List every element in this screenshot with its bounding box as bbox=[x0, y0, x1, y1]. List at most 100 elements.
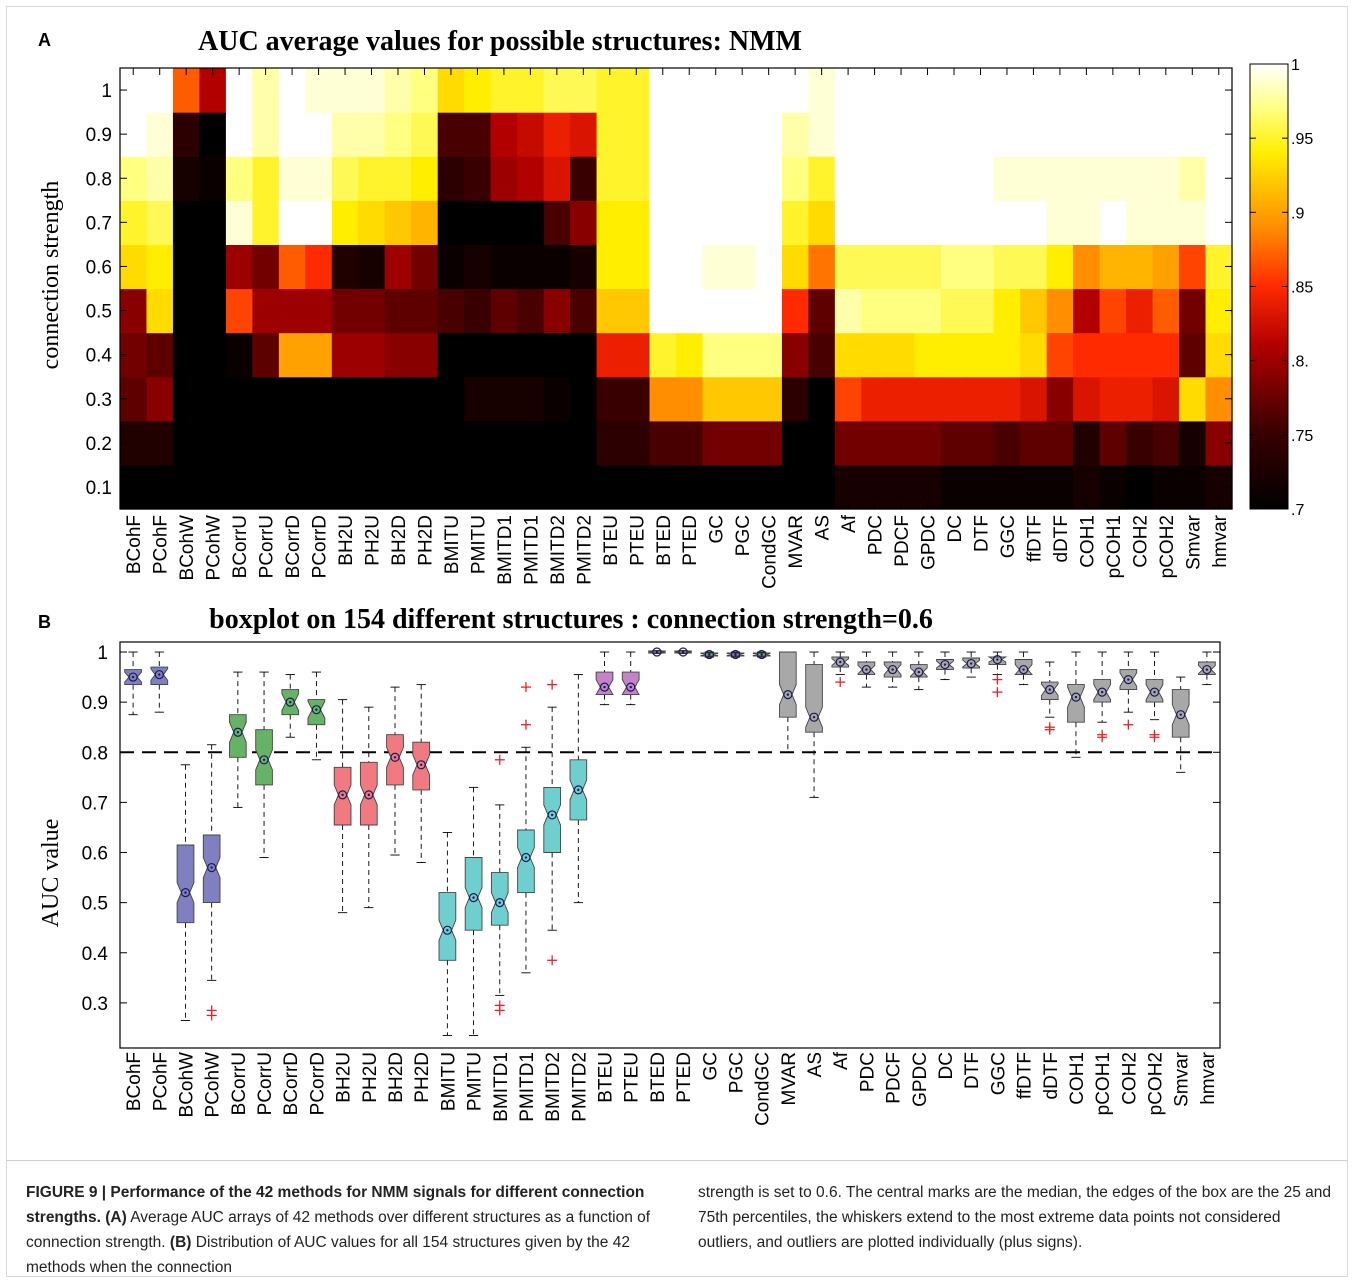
median-marker bbox=[390, 752, 400, 762]
heatmap-cell-DC-0.4 bbox=[940, 332, 968, 378]
heatmap-cell-PTEU-0.9 bbox=[623, 112, 651, 157]
median-dot bbox=[158, 673, 161, 676]
heatmap-cell-COH1-0.7 bbox=[1073, 200, 1101, 245]
boxplot-x-tick-dDTF: dDTF bbox=[1041, 1052, 1062, 1100]
heatmap-cell-PCohW-0.3 bbox=[199, 376, 227, 422]
caption-left-column: FIGURE 9 | Performance of the 42 methods… bbox=[26, 1180, 674, 1280]
heatmap-cell-Af-1 bbox=[834, 68, 862, 113]
heatmap-cell-BCohW-0.5 bbox=[172, 288, 201, 334]
box-PCorrD bbox=[307, 671, 326, 761]
heatmap-cell-ffDTF-0.8 bbox=[1020, 156, 1048, 201]
heatmap-cell-PCorrD-0.9 bbox=[305, 112, 333, 157]
heatmap-cell-GC-1 bbox=[702, 68, 730, 113]
heatmap-y-tick: 1 bbox=[101, 81, 112, 102]
heatmap-cell-pCOH2-0.4 bbox=[1152, 332, 1180, 378]
box-hmvar bbox=[1198, 651, 1216, 686]
heatmap-cell-GC-0.6 bbox=[702, 244, 730, 290]
heatmap-cell-AS-0.9 bbox=[808, 112, 836, 157]
heatmap-x-tick-PCorrU: PCorrU bbox=[257, 515, 278, 578]
colorbar-tick-label: .75 bbox=[1291, 428, 1313, 445]
heatmap-cell-AS-1 bbox=[808, 68, 836, 113]
heatmap-y-tick: 0.8 bbox=[86, 169, 112, 190]
median-dot bbox=[1022, 668, 1025, 671]
median-dot bbox=[1205, 668, 1209, 671]
heatmap-x-tick-PDCF: PDCF bbox=[892, 515, 913, 567]
heatmap-cell-PH2U-0.5 bbox=[358, 288, 386, 334]
median-dot bbox=[577, 788, 580, 792]
boxplot-y-tick: 0.9 bbox=[82, 693, 108, 714]
heatmap-cell-pCOH1-1 bbox=[1099, 68, 1127, 113]
heatmap-cell-MVAR-1 bbox=[781, 68, 809, 113]
heatmap-cell-ffDTF-0.7 bbox=[1020, 200, 1048, 245]
heatmap-cell-PMITD2-0.7 bbox=[570, 200, 598, 245]
heatmap-cell-dDTF-0.4 bbox=[1046, 332, 1074, 378]
heatmap-cell-GGC-0.5 bbox=[993, 288, 1021, 334]
heatmap-cell-BCorrD-0.4 bbox=[278, 332, 306, 378]
panel-b-ylabel: AUC value bbox=[38, 819, 64, 928]
heatmap-x-tick-pCOH2: pCOH2 bbox=[1157, 515, 1178, 578]
boxplot-y-axis: 1 0.9 0.8 0.7 0.6 0.5 0.4 0.3 bbox=[82, 643, 1220, 1015]
median-marker bbox=[888, 664, 898, 675]
heatmap-cell-PCohW-1 bbox=[199, 68, 227, 113]
heatmap-cell-AS-0.3 bbox=[808, 376, 836, 422]
heatmap-cell-PDC-0.5 bbox=[861, 288, 889, 334]
caption-figure-label: FIGURE 9 | Performance of the 42 methods… bbox=[26, 1184, 645, 1226]
heatmap-x-tick-hmvar: hmvar bbox=[1210, 514, 1231, 567]
heatmap-cell-PTED-0.2 bbox=[676, 420, 704, 466]
median-marker bbox=[468, 893, 479, 903]
heatmap-cell-GC-0.7 bbox=[702, 200, 730, 245]
heatmap-x-tick-PH2U: PH2U bbox=[363, 515, 384, 566]
heatmap-cell-BMITD1-0.6 bbox=[490, 244, 518, 290]
heatmap-cell-BTED-0.6 bbox=[649, 244, 677, 290]
heatmap-cell-BMITD2-0.6 bbox=[543, 244, 571, 290]
heatmap-cell-BTED-0.7 bbox=[649, 200, 677, 245]
heatmap-cell-BCorrD-0.5 bbox=[278, 288, 306, 334]
heatmap-cell-BMITD1-0.8 bbox=[490, 156, 518, 201]
box-body bbox=[1067, 684, 1085, 723]
heatmap-cell-BCorrU-0.6 bbox=[225, 244, 253, 290]
heatmap-cell-PCohW-0.5 bbox=[199, 288, 227, 334]
heatmap-x-tick-BMITD1: BMITD1 bbox=[495, 515, 516, 585]
boxplot-x-tick-BMITU: BMITU bbox=[438, 1052, 459, 1111]
box-body bbox=[333, 766, 352, 826]
heatmap-cell-BH2D-1 bbox=[384, 68, 412, 113]
median-dot bbox=[760, 653, 763, 656]
heatmap-cell-ffDTF-0.4 bbox=[1020, 332, 1048, 378]
heatmap-cell-PH2D-0.9 bbox=[411, 112, 439, 157]
heatmap-cell-PH2U-0.9 bbox=[358, 112, 386, 157]
heatmap-cell-BTEU-1 bbox=[596, 68, 624, 113]
heatmap-cell-PMITU-0.2 bbox=[464, 420, 492, 466]
heatmap-x-tick-BH2D: BH2D bbox=[389, 515, 410, 566]
heatmap-cell-PTED-0.7 bbox=[676, 200, 704, 245]
boxplot-x-tick-PTEU: PTEU bbox=[622, 1052, 643, 1103]
heatmap-cell-PTEU-0.8 bbox=[623, 156, 651, 201]
heatmap-cell-GPDC-0.2 bbox=[914, 420, 942, 466]
boxplot-y-tick: 0.3 bbox=[82, 994, 108, 1015]
heatmap-cell-PCorrU-1 bbox=[252, 68, 280, 113]
heatmap-cell-PCorrU-0.3 bbox=[252, 376, 280, 422]
median-dot bbox=[1153, 690, 1156, 694]
median-dot bbox=[550, 813, 554, 817]
heatmap-cell-GPDC-0.6 bbox=[914, 244, 942, 290]
box-BMITD2 bbox=[543, 679, 561, 966]
heatmap-y-tick: 0.2 bbox=[86, 434, 112, 455]
boxplot-x-tick-PCorrD: PCorrD bbox=[307, 1052, 328, 1115]
heatmap-cell-BTED-0.8 bbox=[649, 156, 677, 201]
box-PTEU bbox=[621, 651, 640, 706]
heatmap-cell-Smvar-1 bbox=[1179, 68, 1207, 113]
box-BH2U bbox=[333, 699, 352, 914]
heatmap-cell-BH2U-0.7 bbox=[331, 200, 359, 245]
heatmap-cell-DTF-0.8 bbox=[967, 156, 995, 201]
heatmap-cell-PCorrD-0.6 bbox=[305, 244, 333, 290]
box-BTEU bbox=[595, 651, 614, 706]
median-marker bbox=[966, 658, 976, 669]
heatmap-cell-DTF-0.9 bbox=[967, 112, 995, 157]
median-dot bbox=[524, 856, 528, 859]
boxplot-x-tick-BTED: BTED bbox=[648, 1052, 669, 1103]
colorbar-tick-label: 1 bbox=[1291, 57, 1300, 74]
heatmap-cell-Af-0.8 bbox=[834, 156, 862, 201]
boxplot-x-tick-PCorrU: PCorrU bbox=[255, 1052, 276, 1115]
heatmap-cell-GC-0.2 bbox=[702, 420, 730, 466]
heatmap-cell-PMITD1-0.8 bbox=[517, 156, 545, 201]
heatmap-cell-PDCF-0.7 bbox=[887, 200, 915, 245]
